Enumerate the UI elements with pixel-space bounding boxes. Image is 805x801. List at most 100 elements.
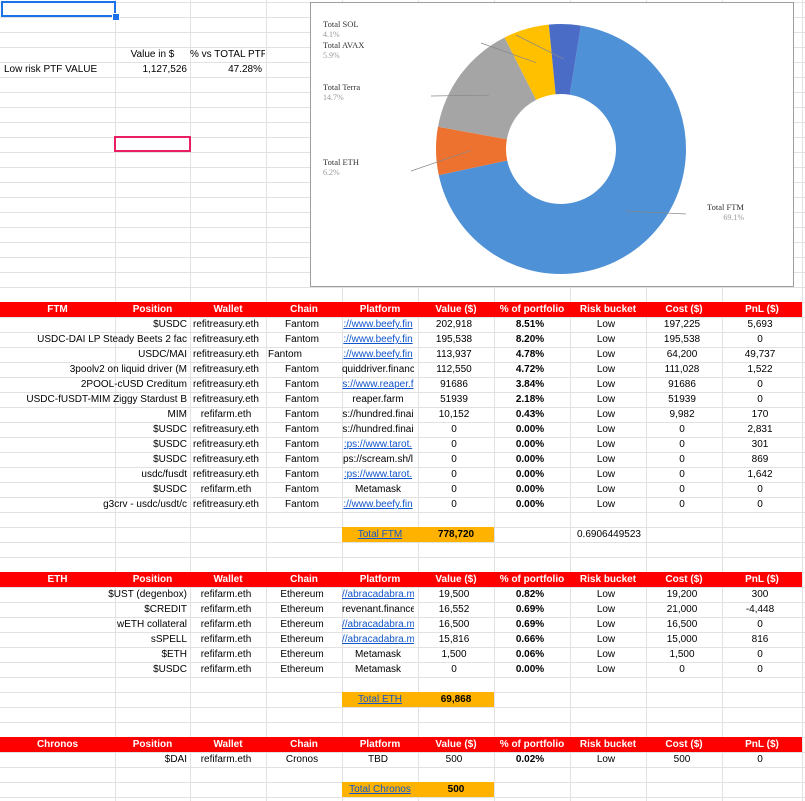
eth-total-label[interactable]: Total ETH (358, 694, 402, 705)
ftm-col-header-value[interactable]: Value ($) (435, 304, 477, 315)
eth-row-5-wallet: refifarm.eth (200, 664, 252, 675)
ftm-row-5-platform: reaper.farm (352, 394, 404, 405)
ftm-row-4-pnl: 0 (757, 379, 763, 390)
ftm-row-9-platform: ps://scream.sh/l (342, 454, 414, 465)
chronos-row-0-wallet: refifarm.eth (200, 754, 252, 765)
portfolio-donut-chart[interactable]: Total FTM 69.1% Total ETH 6.2% Total Terra 14… (310, 2, 794, 287)
ftm-header-bar (0, 302, 802, 317)
eth-row-2-cost: 16,500 (666, 619, 698, 630)
eth-row-5-risk: Low (596, 664, 616, 675)
ftm-total-ratio: 0.6906449523 (577, 529, 641, 540)
chronos-col-header-position[interactable]: Position (132, 739, 173, 750)
ftm-row-12-wallet: refitreasury.eth (193, 499, 259, 510)
ftm-row-2-pct: 4.78% (515, 349, 545, 360)
ftm-row-9-pnl: 869 (751, 454, 769, 465)
eth-col-header-cost[interactable]: Cost ($) (665, 574, 703, 585)
eth-row-0-chain: Ethereum (280, 589, 324, 600)
ftm-row-9-value: 0 (451, 454, 457, 465)
eth-row-2-platform[interactable]: //abracadabra.m (342, 619, 414, 630)
chronos-col-header-chain[interactable]: Chain (290, 739, 318, 750)
ftm-row-9-cost: 0 (679, 454, 685, 465)
ftm-row-1-position: USDC-DAI LP Steady Beets 2 fac (37, 334, 187, 345)
eth-row-0-platform[interactable]: //abracadabra.m (342, 589, 414, 600)
ftm-row-1-platform[interactable]: ://www.beefy.fin (343, 334, 413, 345)
chronos-total-box (342, 782, 494, 797)
eth-col-header-wallet[interactable]: Wallet (213, 574, 243, 585)
ftm-row-1-risk: Low (596, 334, 616, 345)
slice-total-terra[interactable] (437, 37, 537, 140)
ftm-row-6-risk: Low (596, 409, 616, 420)
chart-value-label-2: 14.7% (323, 93, 344, 102)
ftm-total-label[interactable]: Total FTM (357, 529, 403, 540)
ftm-row-10-pnl: 1,642 (747, 469, 773, 480)
ftm-row-11-pnl: 0 (757, 484, 763, 495)
ftm-row-10-risk: Low (596, 469, 616, 480)
chronos-col-header-pct[interactable]: % of portfolio (499, 739, 565, 750)
ftm-row-10-platform[interactable]: :ps://www.tarot. (343, 469, 413, 480)
ftm-row-12-platform[interactable]: ://www.beefy.fin (343, 499, 413, 510)
eth-col-header-chain[interactable]: Chain (290, 574, 318, 585)
chronos-col-header-value[interactable]: Value ($) (435, 739, 477, 750)
eth-row-3-platform[interactable]: //abracadabra.m (342, 634, 414, 645)
eth-row-5-chain: Ethereum (280, 664, 324, 675)
ftm-row-4-position: 2POOL-cUSD Creditum (80, 379, 187, 390)
ftm-col-header-position[interactable]: Position (132, 304, 173, 315)
ftm-row-3-position: 3poolv2 on liquid driver (M (69, 364, 187, 375)
eth-row-5-pct: 0.00% (515, 664, 545, 675)
ftm-row-8-pnl: 301 (751, 439, 769, 450)
eth-col-header-pnl[interactable]: PnL ($) (745, 574, 779, 585)
ftm-row-4-pct: 3.84% (515, 379, 545, 390)
slice-total-ftm[interactable] (438, 25, 686, 274)
ftm-col-header-pnl[interactable]: PnL ($) (745, 304, 779, 315)
ftm-col-header-chain[interactable]: Chain (290, 304, 318, 315)
ftm-row-3-pct: 4.72% (515, 364, 545, 375)
eth-row-1-platform: revenant.finance (342, 604, 414, 615)
fill-handle[interactable] (112, 13, 120, 21)
chronos-col-header-risk[interactable]: Risk bucket (579, 739, 637, 750)
ftm-row-7-wallet: refitreasury.eth (193, 424, 259, 435)
eth-col-header-pct[interactable]: % of portfolio (499, 574, 565, 585)
eth-col-header-platform[interactable]: Platform (359, 574, 401, 585)
selected-cell[interactable] (1, 1, 116, 17)
ftm-row-8-platform[interactable]: :ps://www.tarot. (343, 439, 413, 450)
ftm-col-header-risk[interactable]: Risk bucket (579, 304, 637, 315)
ftm-col-header-wallet[interactable]: Wallet (213, 304, 243, 315)
ftm-row-6-platform: s://hundred.finai (342, 409, 414, 420)
summary-value-header: Value in $ (130, 49, 175, 60)
eth-row-1-chain: Ethereum (280, 604, 324, 615)
ftm-row-5-wallet: refitreasury.eth (193, 394, 259, 405)
leader-line-4 (515, 34, 564, 60)
slice-total-avax[interactable] (504, 24, 556, 100)
ftm-row-3-chain: Fantom (285, 364, 319, 375)
ftm-row-7-position: $USDC (153, 424, 187, 435)
ftm-row-12-value: 0 (451, 499, 457, 510)
leader-line-1 (410, 150, 472, 172)
ftm-row-2-platform[interactable]: ://www.beefy.fin (343, 349, 413, 360)
ftm-row-11-wallet: refifarm.eth (200, 484, 252, 495)
eth-row-0-wallet: refifarm.eth (200, 589, 252, 600)
eth-row-0-cost: 19,200 (666, 589, 698, 600)
eth-row-1-cost: 21,000 (666, 604, 698, 615)
slice-total-eth[interactable] (436, 126, 508, 176)
ftm-col-header-platform[interactable]: Platform (359, 304, 401, 315)
ftm-col-header-cost[interactable]: Cost ($) (665, 304, 703, 315)
eth-col-header-position[interactable]: Position (132, 574, 173, 585)
eth-col-header-risk[interactable]: Risk bucket (579, 574, 637, 585)
highlighted-cell[interactable] (114, 136, 191, 152)
eth-row-2-risk: Low (596, 619, 616, 630)
eth-row-3-position: sSPELL (150, 634, 187, 645)
ftm-row-0-platform[interactable]: ://www.beefy.fin (343, 319, 413, 330)
chronos-col-header-cost[interactable]: Cost ($) (665, 739, 703, 750)
chronos-col-header-platform[interactable]: Platform (359, 739, 401, 750)
chronos-total-label[interactable]: Total Chronos (349, 784, 411, 795)
chronos-col-header-wallet[interactable]: Wallet (213, 739, 243, 750)
ftm-col-header-pct[interactable]: % of portfolio (499, 304, 565, 315)
eth-row-1-value: 16,552 (438, 604, 470, 615)
slice-total-sol[interactable] (548, 24, 581, 95)
eth-col-header-value[interactable]: Value ($) (435, 574, 477, 585)
ftm-row-4-platform[interactable]: s://www.reaper.f (342, 379, 414, 390)
chronos-col-header-pnl[interactable]: PnL ($) (745, 739, 779, 750)
eth-row-5-pnl: 0 (757, 664, 763, 675)
ftm-row-7-cost: 0 (679, 424, 685, 435)
ftm-row-6-chain: Fantom (285, 409, 319, 420)
